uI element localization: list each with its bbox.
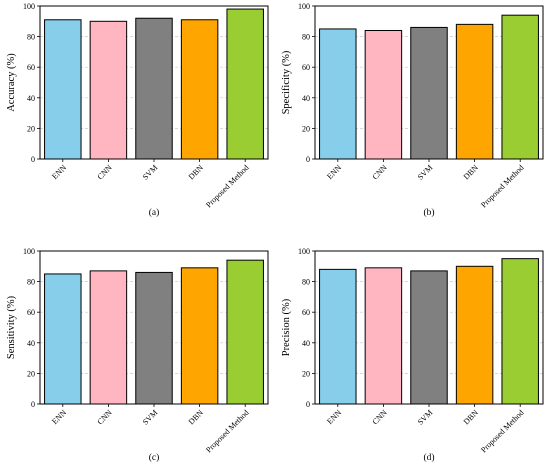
bar-dbn bbox=[455, 23, 494, 160]
x-tick-label: CNN bbox=[371, 408, 389, 426]
y-tick-label: 80 bbox=[27, 33, 35, 42]
y-tick-label: 60 bbox=[302, 308, 310, 317]
bar-dbn bbox=[455, 265, 494, 405]
x-tick-label: SVM bbox=[416, 163, 435, 182]
plot-frame bbox=[314, 5, 544, 160]
y-tick-label: 0 bbox=[31, 400, 35, 409]
panel-caption: (b) bbox=[423, 207, 434, 218]
x-tick-label: SVM bbox=[141, 408, 160, 427]
y-tick-label: 0 bbox=[31, 155, 35, 164]
y-tick-label: 40 bbox=[302, 94, 310, 103]
bar-svm bbox=[135, 271, 173, 405]
x-tick-label: Proposed Method bbox=[204, 408, 250, 454]
bar-cnn bbox=[89, 20, 128, 160]
bar-proposed-method bbox=[501, 258, 539, 405]
x-tick-label: ENN bbox=[50, 163, 68, 181]
y-axis-label: Precision (%) bbox=[281, 298, 292, 356]
chart-panel-b: 0 20 40 60 80 100 ENN CNN SVM DBN Proposed Method S… bbox=[281, 2, 544, 218]
y-tick-label: 100 bbox=[23, 247, 35, 256]
x-tick-label: Proposed Method bbox=[479, 408, 525, 454]
bar-enn bbox=[44, 19, 82, 160]
bar-proposed-method bbox=[226, 8, 264, 160]
bar-cnn bbox=[364, 267, 403, 405]
bar-dbn bbox=[180, 19, 219, 160]
y-tick-label: 100 bbox=[298, 2, 310, 11]
y-tick-label: 0 bbox=[306, 400, 310, 409]
bar-cnn bbox=[89, 270, 128, 405]
y-tick-label: 80 bbox=[302, 33, 310, 42]
bar-svm bbox=[135, 17, 173, 160]
y-tick-label: 20 bbox=[302, 369, 310, 378]
x-tick-label: CNN bbox=[96, 408, 114, 426]
bar-enn bbox=[319, 268, 357, 405]
bar-proposed-method bbox=[226, 259, 264, 405]
y-axis-label: Accuracy (%) bbox=[6, 53, 17, 112]
y-tick-label: 20 bbox=[302, 124, 310, 133]
x-tick-label: CNN bbox=[371, 163, 389, 181]
y-tick-label: 80 bbox=[27, 278, 35, 287]
x-tick-label: DBN bbox=[462, 408, 480, 426]
y-tick-label: 60 bbox=[27, 308, 35, 317]
bar-svm bbox=[410, 270, 448, 405]
y-tick-label: 80 bbox=[302, 278, 310, 287]
bar-proposed-method bbox=[501, 14, 539, 160]
y-tick-label: 100 bbox=[23, 2, 35, 11]
y-tick-label: 40 bbox=[27, 339, 35, 348]
plot-frame bbox=[314, 250, 544, 405]
bar-svm bbox=[410, 26, 448, 160]
bar-enn bbox=[319, 28, 357, 160]
bar-enn bbox=[44, 273, 82, 405]
panel-caption: (c) bbox=[149, 452, 160, 463]
y-tick-label: 60 bbox=[302, 63, 310, 72]
y-tick-label: 100 bbox=[298, 247, 310, 256]
y-axis-label: Specificity (%) bbox=[281, 50, 292, 114]
chart-panel-c: 0 20 40 60 80 100 ENN CNN SVM DBN Proposed Method S… bbox=[6, 247, 269, 463]
x-tick-label: Proposed Method bbox=[479, 163, 525, 209]
x-tick-label: SVM bbox=[141, 163, 160, 182]
y-tick-label: 40 bbox=[302, 339, 310, 348]
panel-caption: (a) bbox=[149, 207, 160, 218]
x-tick-label: ENN bbox=[325, 163, 343, 181]
bar-cnn bbox=[364, 29, 403, 160]
plot-frame bbox=[39, 5, 269, 160]
x-tick-label: DBN bbox=[462, 163, 480, 181]
y-axis-label: Sensitivity (%) bbox=[6, 295, 17, 359]
x-tick-label: DBN bbox=[187, 163, 205, 181]
chart-panel-a: 0 20 40 60 80 100 ENN CNN SVM DBN Proposed Method A… bbox=[6, 2, 269, 218]
figure: 0 20 40 60 80 100 ENN CNN SVM DBN Proposed Method A… bbox=[6, 2, 544, 463]
plot-frame bbox=[39, 250, 269, 405]
y-tick-label: 20 bbox=[27, 124, 35, 133]
x-tick-label: Proposed Method bbox=[204, 163, 250, 209]
x-tick-label: SVM bbox=[416, 408, 435, 427]
y-tick-label: 0 bbox=[306, 155, 310, 164]
bar-dbn bbox=[180, 267, 219, 405]
y-tick-label: 20 bbox=[27, 369, 35, 378]
x-tick-label: CNN bbox=[96, 163, 114, 181]
chart-panel-d: 0 20 40 60 80 100 ENN CNN SVM DBN Proposed Method P… bbox=[281, 247, 544, 463]
y-tick-label: 40 bbox=[27, 94, 35, 103]
x-tick-label: ENN bbox=[325, 408, 343, 426]
panel-caption: (d) bbox=[423, 452, 434, 463]
y-tick-label: 60 bbox=[27, 63, 35, 72]
x-tick-label: DBN bbox=[187, 408, 205, 426]
x-tick-label: ENN bbox=[50, 408, 68, 426]
